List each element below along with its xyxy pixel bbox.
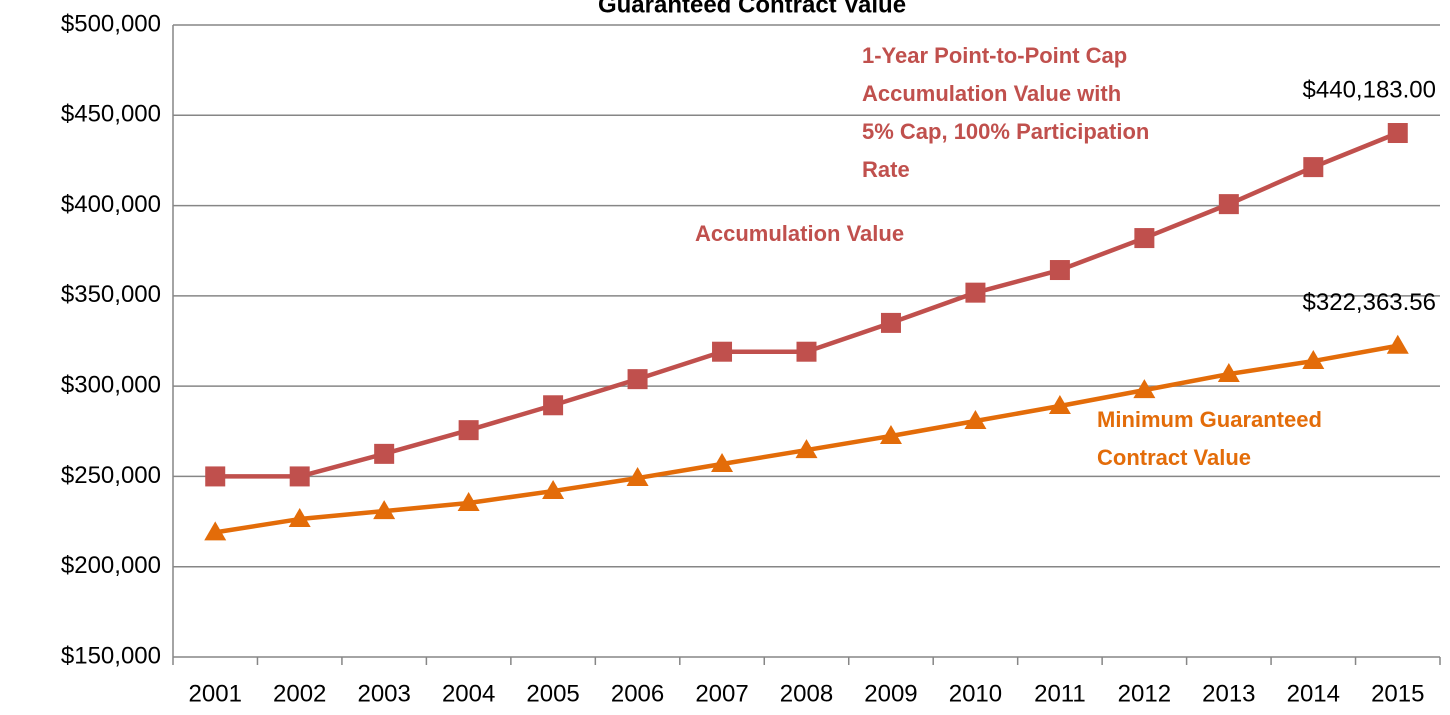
marker — [880, 312, 901, 333]
y-tick-label: $150,000 — [61, 642, 161, 669]
data-label: $322,363.56 — [1303, 289, 1436, 316]
marker — [712, 341, 733, 362]
annotation: Minimum Guaranteed — [1097, 407, 1322, 432]
annotation: 1-Year Point-to-Point Cap — [862, 43, 1127, 68]
x-tick-label: 2005 — [526, 680, 579, 707]
marker — [1303, 157, 1324, 178]
annotation: 5% Cap, 100% Participation — [862, 119, 1149, 144]
x-tick-label: 2004 — [442, 680, 495, 707]
marker — [289, 466, 310, 487]
marker — [374, 443, 395, 464]
marker — [1049, 260, 1070, 281]
marker — [288, 508, 311, 528]
y-tick-label: $300,000 — [61, 371, 161, 398]
annotation: Accumulation Value — [695, 221, 904, 246]
data-label: $440,183.00 — [1303, 76, 1436, 103]
y-tick-label: $200,000 — [61, 552, 161, 579]
x-tick-label: 2015 — [1371, 680, 1424, 707]
marker — [1218, 194, 1239, 215]
x-tick-label: 2007 — [695, 680, 748, 707]
marker — [1387, 123, 1408, 144]
marker — [965, 282, 986, 303]
marker — [1386, 334, 1409, 354]
marker — [879, 424, 902, 444]
x-tick-label: 2006 — [611, 680, 664, 707]
annotation: Accumulation Value with — [862, 81, 1121, 106]
annotation: Contract Value — [1097, 445, 1251, 470]
marker — [1133, 379, 1156, 399]
y-tick-label: $400,000 — [61, 191, 161, 218]
chart-title: Guaranteed Contract Value — [598, 0, 906, 18]
y-tick-label: $450,000 — [61, 101, 161, 128]
x-tick-label: 2003 — [357, 680, 410, 707]
marker — [1134, 228, 1155, 249]
marker — [373, 500, 396, 520]
marker — [543, 395, 564, 416]
marker — [205, 466, 226, 487]
marker — [1302, 350, 1325, 370]
x-tick-label: 2009 — [864, 680, 917, 707]
marker — [457, 491, 480, 511]
y-tick-label: $350,000 — [61, 281, 161, 308]
x-tick-label: 2002 — [273, 680, 326, 707]
marker — [626, 467, 649, 487]
x-tick-label: 2012 — [1118, 680, 1171, 707]
x-tick-label: 2013 — [1202, 680, 1255, 707]
marker — [458, 420, 479, 441]
x-tick-label: 2014 — [1287, 680, 1340, 707]
marker — [711, 452, 734, 472]
annotation: Rate — [862, 157, 910, 182]
marker — [542, 480, 565, 500]
marker — [1048, 395, 1071, 415]
x-tick-label: 2010 — [949, 680, 1002, 707]
y-tick-label: $250,000 — [61, 462, 161, 489]
x-tick-label: 2011 — [1034, 680, 1086, 707]
marker — [1217, 363, 1240, 383]
marker — [795, 439, 818, 459]
marker — [627, 369, 648, 390]
x-tick-label: 2008 — [780, 680, 833, 707]
x-tick-label: 2001 — [189, 680, 242, 707]
marker — [204, 521, 227, 541]
marker — [964, 409, 987, 429]
marker — [796, 341, 817, 362]
y-tick-label: $500,000 — [61, 10, 161, 37]
